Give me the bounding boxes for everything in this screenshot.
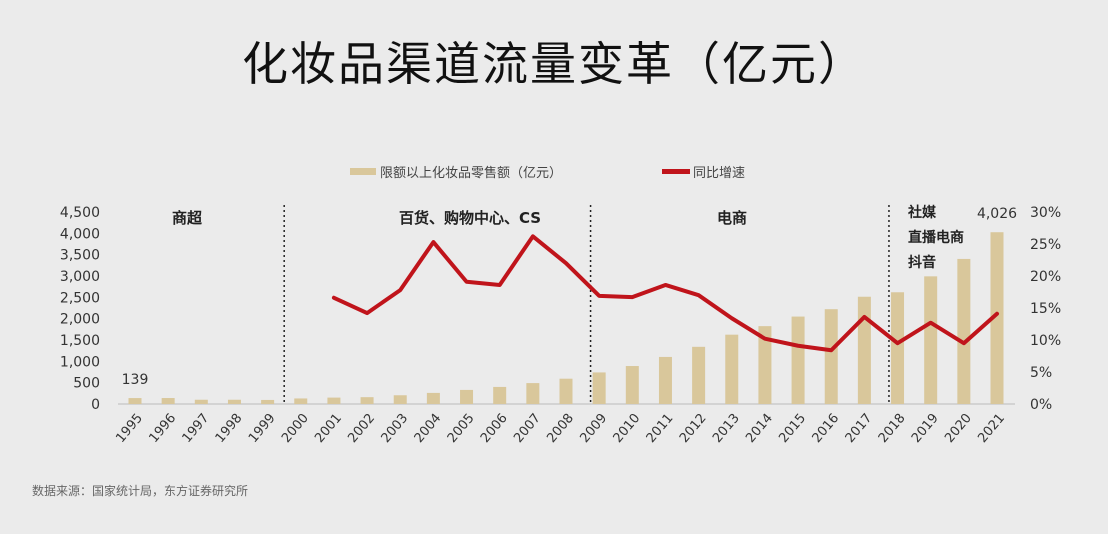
x-tick-label: 2020 [942,411,975,446]
bar-2009 [592,372,606,404]
y-left-tick: 2,500 [60,290,100,306]
chart-title: 化妆品渠道流量变革（亿元） [242,37,866,91]
x-tick-label: 2017 [843,411,876,446]
x-tick-label: 2016 [810,411,843,446]
y-left-tick: 4,500 [60,205,100,221]
x-tick-label: 2014 [743,411,776,446]
bar-2007 [526,383,540,404]
bar-2010 [625,366,639,404]
bar-2005 [460,389,474,404]
bar-2011 [658,356,672,404]
x-tick-label: 2019 [909,411,942,446]
bar-2021 [990,232,1004,404]
era-label: 百货、购物中心、CS [399,209,541,227]
bar-2002 [360,397,374,404]
x-tick-label: 2021 [975,411,1008,446]
x-tick-label: 2008 [544,411,577,446]
x-tick-label: 2005 [445,411,478,446]
era-label: 抖音 [908,254,936,271]
bar-1999 [261,399,275,404]
x-tick-label: 2004 [412,411,445,446]
data-label: 4,026 [977,206,1017,222]
era-label: 社媒 [907,204,937,221]
x-tick-label: 2011 [644,411,677,446]
bar-2020 [957,258,971,404]
bar-2004 [426,392,440,404]
legend-line-swatch [662,169,690,174]
legend-line-label: 同比增速 [693,166,745,181]
legend-bar-label: 限额以上化妆品零售额（亿元） [380,165,562,181]
bar-2013 [725,334,739,404]
x-tick-label: 1995 [113,411,146,446]
bar-2014 [758,326,772,404]
bar-2008 [559,378,573,404]
y-right-tick: 20% [1030,269,1061,285]
y-right-tick: 5% [1030,365,1052,381]
bar-2006 [493,386,507,404]
x-tick-label: 2015 [776,411,809,446]
bar-1998 [227,399,241,404]
y-left-tick: 500 [73,376,100,392]
bar-1995 [128,398,142,404]
bar-2015 [791,316,805,404]
x-tick-label: 2002 [345,411,378,446]
y-left-tick: 3,500 [60,248,100,264]
legend-bar-swatch [350,168,376,175]
bar-2018 [891,292,905,404]
x-tick-label: 1996 [146,411,179,446]
y-left-tick: 2,000 [60,312,100,328]
x-tick-label: 2012 [677,411,710,446]
x-tick-label: 2010 [611,411,644,446]
era-label: 直播电商 [908,229,964,246]
x-tick-label: 2009 [577,411,610,446]
y-right-tick: 10% [1030,333,1061,349]
era-label: 电商 [717,209,747,227]
bar-2000 [294,398,308,404]
x-tick-label: 2000 [279,411,312,446]
bar-1997 [194,399,208,404]
x-tick-label: 1999 [246,411,279,446]
bar-2019 [924,276,938,404]
x-tick-label: 2003 [379,411,412,446]
x-tick-label: 1997 [180,411,213,446]
y-right-tick: 15% [1030,301,1061,317]
y-right-tick: 0% [1030,397,1052,413]
x-tick-label: 2018 [876,411,909,446]
y-left-tick: 1,000 [60,354,100,370]
y-left-tick: 3,000 [60,269,100,285]
bar-2001 [327,397,341,404]
bar-1996 [161,398,175,404]
bar-2012 [692,346,706,404]
y-right-tick: 25% [1030,237,1061,253]
x-tick-label: 2007 [511,411,544,446]
era-label: 商超 [172,209,203,227]
y-left-tick: 4,000 [60,226,100,242]
bar-2016 [824,309,838,404]
x-tick-label: 2013 [710,411,743,446]
bar-2017 [857,296,871,404]
bar-2003 [393,395,407,404]
data-source: 数据来源：国家统计局，东方证券研究所 [32,484,249,498]
x-tick-label: 2001 [312,411,345,446]
x-tick-label: 2006 [478,411,511,446]
x-tick-label: 1998 [213,411,246,446]
y-left-tick: 0 [91,397,100,413]
y-right-tick: 30% [1030,205,1061,221]
y-left-tick: 1,500 [60,333,100,349]
data-label: 139 [122,372,149,388]
